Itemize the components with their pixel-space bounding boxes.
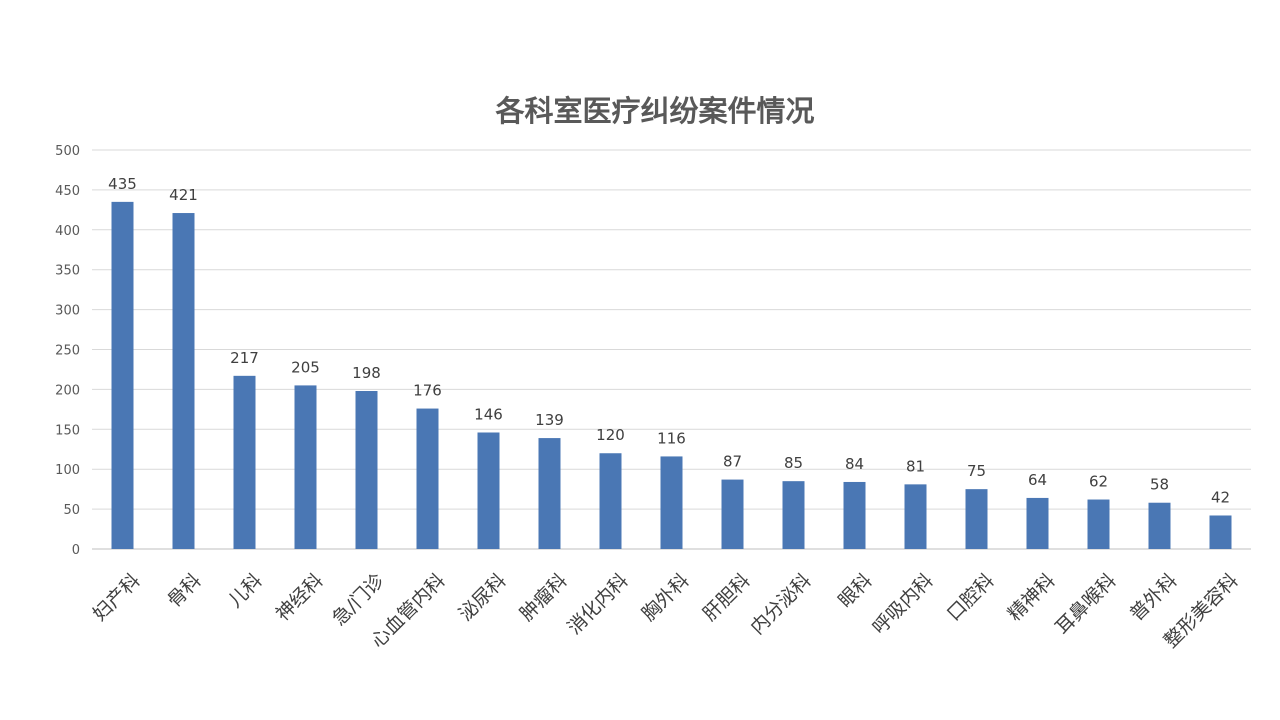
bar bbox=[660, 456, 683, 549]
y-axis-ticks: 0 50 100 150 200 250 300 350 400 450 500 bbox=[55, 144, 80, 558]
bar bbox=[599, 453, 622, 549]
x-tick-label: 胸外科 bbox=[638, 570, 694, 626]
x-tick-label: 普外科 bbox=[1126, 570, 1182, 626]
y-tick-label: 400 bbox=[55, 224, 80, 239]
bar bbox=[477, 432, 500, 549]
x-tick-label: 口腔科 bbox=[943, 570, 999, 626]
bar bbox=[111, 201, 134, 549]
x-tick-label: 妇产科 bbox=[89, 570, 145, 626]
x-tick-label: 肝胆科 bbox=[699, 570, 755, 626]
x-tick-label: 骨科 bbox=[163, 570, 205, 612]
y-tick-label: 500 bbox=[55, 144, 80, 159]
y-tick-label: 100 bbox=[55, 463, 80, 478]
x-tick-label: 急/门诊 bbox=[328, 570, 388, 630]
x-tick-label: 精神科 bbox=[1004, 570, 1060, 626]
data-label: 64 bbox=[1028, 471, 1047, 489]
y-tick-label: 0 bbox=[72, 543, 80, 558]
x-tick-label: 消化内科 bbox=[563, 570, 632, 639]
x-tick-label: 耳鼻喉科 bbox=[1051, 570, 1120, 639]
bar bbox=[1026, 497, 1049, 549]
bar bbox=[843, 481, 866, 549]
data-labels: 435 421 217 205 198 176 146 139 120 116 87 85 84 81 75… bbox=[108, 175, 1230, 507]
x-tick-label: 呼吸内科 bbox=[868, 570, 937, 639]
bar bbox=[538, 438, 561, 549]
x-tick-label: 儿科 bbox=[224, 570, 266, 612]
y-tick-label: 350 bbox=[55, 264, 80, 279]
bar bbox=[233, 375, 256, 549]
data-label: 81 bbox=[906, 457, 925, 475]
data-label: 42 bbox=[1211, 488, 1230, 506]
y-tick-label: 450 bbox=[55, 184, 80, 199]
data-label: 85 bbox=[784, 454, 803, 472]
bar bbox=[904, 484, 927, 549]
y-tick-label: 300 bbox=[55, 304, 80, 319]
bar bbox=[782, 481, 805, 549]
data-label: 84 bbox=[845, 455, 864, 473]
data-label: 139 bbox=[535, 411, 564, 429]
x-tick-label: 内分泌科 bbox=[746, 570, 815, 639]
data-label: 75 bbox=[967, 462, 986, 480]
y-tick-label: 200 bbox=[55, 383, 80, 398]
x-axis-ticks: 妇产科 骨科 儿科 神经科 急/门诊心血管内科 泌尿科 肿瘤科消化内科 胸外科 肝胆科内分泌科眼… bbox=[89, 570, 1243, 653]
x-tick-label: 神经科 bbox=[272, 570, 328, 626]
bar bbox=[172, 213, 195, 550]
x-tick-label: 肿瘤科 bbox=[516, 570, 572, 626]
data-label: 120 bbox=[596, 426, 625, 444]
data-label: 176 bbox=[413, 382, 442, 400]
data-label: 116 bbox=[657, 429, 686, 447]
bar bbox=[1209, 515, 1232, 549]
bar bbox=[416, 408, 439, 549]
data-label: 421 bbox=[169, 186, 198, 204]
y-tick-label: 150 bbox=[55, 423, 80, 438]
y-tick-label: 50 bbox=[63, 503, 80, 518]
data-label: 435 bbox=[108, 175, 137, 193]
data-label: 217 bbox=[230, 349, 259, 367]
data-label: 62 bbox=[1089, 473, 1108, 491]
bars bbox=[111, 201, 1232, 550]
bar bbox=[721, 479, 744, 549]
x-tick-label: 泌尿科 bbox=[455, 570, 511, 626]
bar bbox=[294, 385, 317, 549]
data-label: 87 bbox=[723, 453, 742, 471]
chart-title: 各科室医疗纠纷案件情况 bbox=[495, 94, 815, 128]
bar bbox=[965, 489, 988, 549]
x-tick-label: 眼科 bbox=[834, 570, 876, 612]
y-tick-label: 250 bbox=[55, 344, 80, 359]
data-label: 146 bbox=[474, 405, 503, 423]
bar bbox=[355, 390, 378, 549]
bar bbox=[1087, 499, 1110, 549]
data-label: 205 bbox=[291, 358, 320, 376]
data-label: 58 bbox=[1150, 476, 1169, 494]
data-label: 198 bbox=[352, 364, 381, 382]
bar bbox=[1148, 502, 1171, 549]
